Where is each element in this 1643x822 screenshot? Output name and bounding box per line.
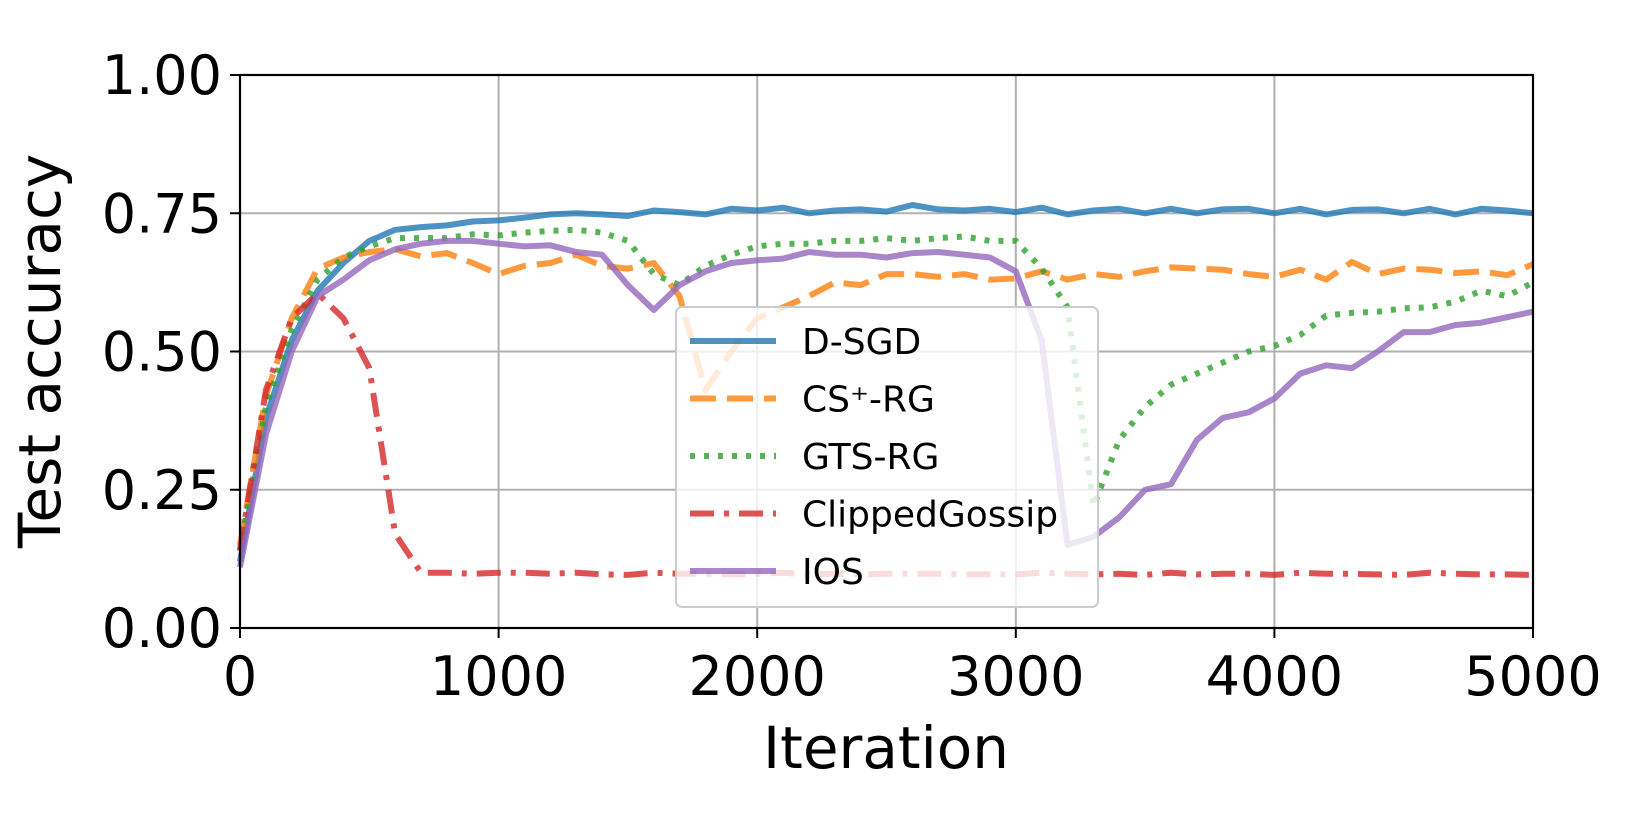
- legend-label-clippedgossip: ClippedGossip: [802, 495, 1058, 536]
- legend-frame: [675, 306, 1099, 608]
- x-axis-label: Iteration: [763, 714, 1009, 782]
- series-line-ios: [237, 237, 1534, 568]
- x-tick-label: 4000: [1206, 645, 1343, 708]
- x-tick-label: 2000: [688, 645, 825, 708]
- y-tick-label: 0.00: [102, 597, 222, 660]
- y-tick-label: 1.00: [102, 44, 222, 107]
- legend-label-gts-rg: GTS-RG: [802, 437, 939, 478]
- y-tick-label: 0.75: [102, 182, 222, 245]
- legend-label-cs-rg: CS⁺-RG: [802, 380, 935, 421]
- legend-entries: D-SGD CS⁺-RG GTS-RG ClippedGossip IOS: [690, 322, 1058, 593]
- x-tick-label: 0: [223, 645, 257, 708]
- legend-label-ios: IOS: [802, 552, 864, 593]
- series-line-cs-rg: [237, 246, 1535, 546]
- legend: D-SGD CS⁺-RG GTS-RG ClippedGossip IOS: [675, 306, 1099, 608]
- x-tick-label: 3000: [947, 645, 1084, 708]
- y-axis-label: Test accuracy: [6, 154, 74, 549]
- x-axis-ticks: 0 1000 2000 3000 4000 5000: [223, 628, 1602, 708]
- x-tick-label: 1000: [430, 645, 567, 708]
- y-tick-label: 0.25: [102, 459, 222, 522]
- series-line-d-sgd: [237, 202, 1534, 563]
- y-tick-label: 0.50: [102, 321, 222, 384]
- x-tick-label: 5000: [1464, 645, 1601, 708]
- legend-label-d-sgd: D-SGD: [802, 322, 921, 363]
- y-axis-ticks: 0.00 0.25 0.50 0.75 1.00: [102, 44, 240, 660]
